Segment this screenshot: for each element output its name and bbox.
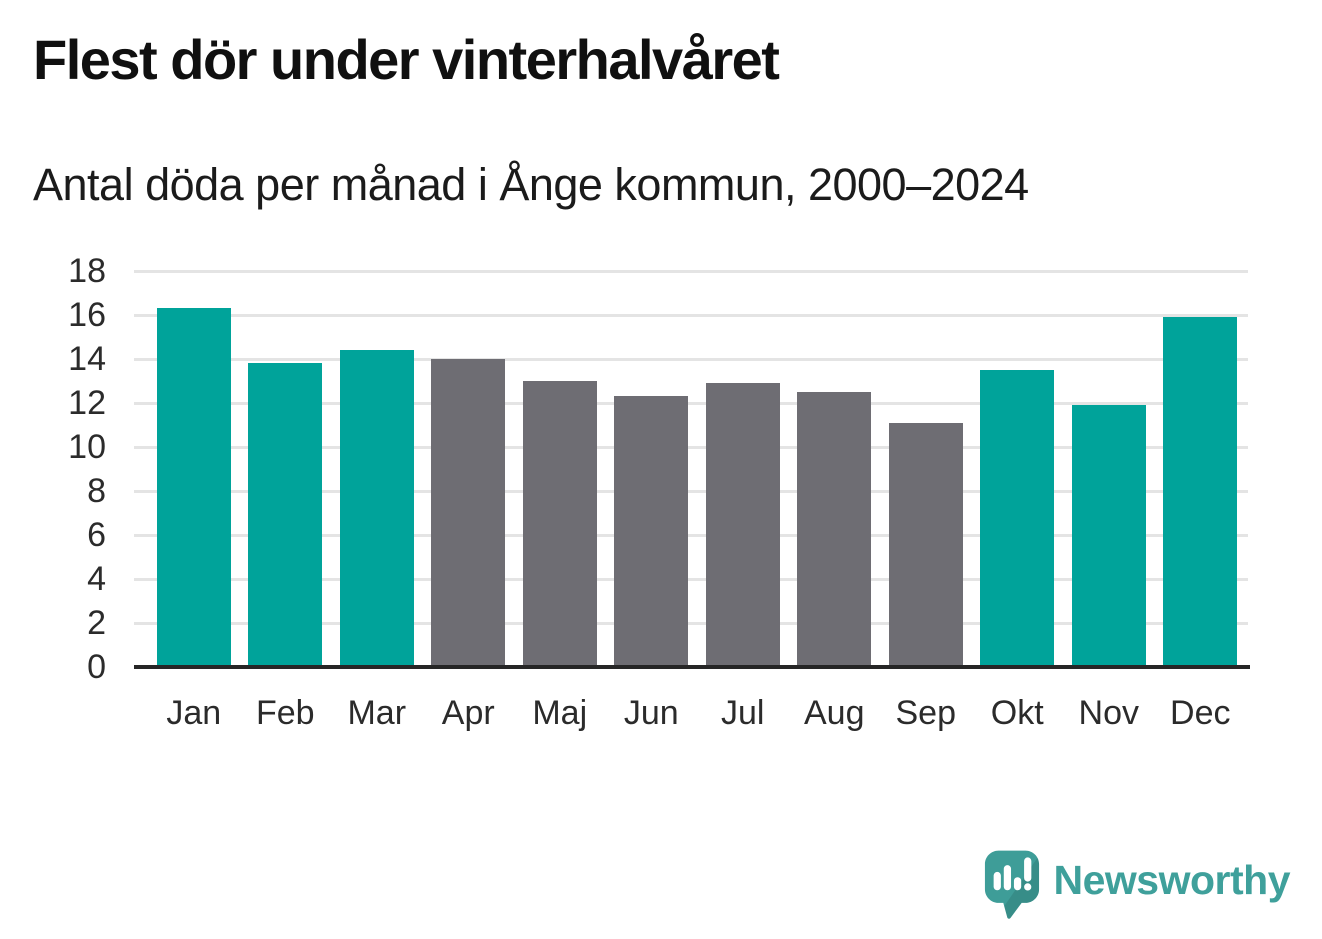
bar-slot	[972, 271, 1064, 667]
x-axis-line	[134, 665, 1250, 669]
bar-slot	[880, 271, 972, 667]
gridline	[134, 401, 1248, 405]
bars-row	[148, 271, 1246, 667]
gridline	[134, 357, 1248, 361]
y-axis: 0 2 4 6 8 10 12 14 16 18	[0, 252, 106, 686]
bar-nov	[1071, 405, 1146, 667]
x-tick-label: Jul	[721, 694, 765, 732]
bar-slot	[148, 271, 240, 667]
y-tick-label: 14	[68, 340, 106, 378]
chart-subtitle: Antal döda per månad i Ånge kommun, 2000…	[33, 159, 1029, 210]
gridline	[134, 445, 1248, 449]
bar-slot	[514, 271, 606, 667]
gridline	[134, 313, 1248, 317]
y-tick-label: 6	[87, 516, 106, 554]
x-tick-label: Jan	[166, 694, 222, 732]
x-axis: Jan Feb Mar Apr Maj Jun Jul Aug Sep Okt Nov Dec	[148, 690, 1246, 740]
bar-dec	[1163, 317, 1238, 667]
branding: Newsworthy	[983, 850, 1290, 922]
gridline	[134, 489, 1248, 493]
gridline	[134, 269, 1248, 273]
bar-slot	[606, 271, 698, 667]
y-tick-label: 10	[68, 428, 106, 466]
bar-slot	[240, 271, 332, 667]
x-tick-label: Feb	[255, 694, 315, 732]
bar-slot	[1063, 271, 1155, 667]
bar-slot	[697, 271, 789, 667]
bar-okt	[980, 370, 1055, 667]
y-tick-label: 12	[68, 384, 106, 422]
y-tick-label: 0	[87, 648, 106, 686]
bar-sep	[888, 422, 963, 667]
bar-jul	[705, 383, 780, 667]
y-tick-label: 2	[87, 604, 106, 642]
x-tick-label: Jun	[623, 694, 679, 732]
x-tick-label: Nov	[1078, 694, 1139, 732]
x-tick-label: Dec	[1170, 694, 1231, 732]
bar-maj	[522, 381, 597, 667]
bar-slot	[789, 271, 881, 667]
x-tick-label: Mar	[347, 694, 407, 732]
y-tick-label: 18	[68, 252, 106, 290]
x-tick-label: Okt	[990, 694, 1044, 732]
bar-jan	[156, 308, 231, 667]
bar-aug	[797, 392, 872, 667]
x-tick-label: Apr	[441, 694, 495, 732]
bar-feb	[248, 363, 323, 667]
bar-apr	[431, 359, 506, 667]
gridline	[134, 621, 1248, 625]
gridline	[134, 533, 1248, 537]
y-tick-label: 16	[68, 296, 106, 334]
plot-area	[134, 269, 1250, 669]
newsworthy-logo-text: Newsworthy	[1053, 857, 1291, 903]
bar-slot	[423, 271, 515, 667]
gridline	[134, 577, 1248, 581]
y-tick-label: 4	[87, 560, 106, 598]
x-tick-label: Maj	[532, 694, 588, 732]
bar-slot	[331, 271, 423, 667]
x-tick-label: Sep	[895, 694, 957, 732]
y-tick-label: 8	[87, 472, 106, 510]
bar-mar	[339, 350, 414, 667]
bar-slot	[1155, 271, 1247, 667]
chart-title: Flest dör under vinterhalvåret	[33, 28, 780, 91]
x-tick-label: Aug	[804, 694, 865, 732]
bar-jun	[614, 396, 689, 667]
newsworthy-logo-icon	[984, 850, 1039, 919]
